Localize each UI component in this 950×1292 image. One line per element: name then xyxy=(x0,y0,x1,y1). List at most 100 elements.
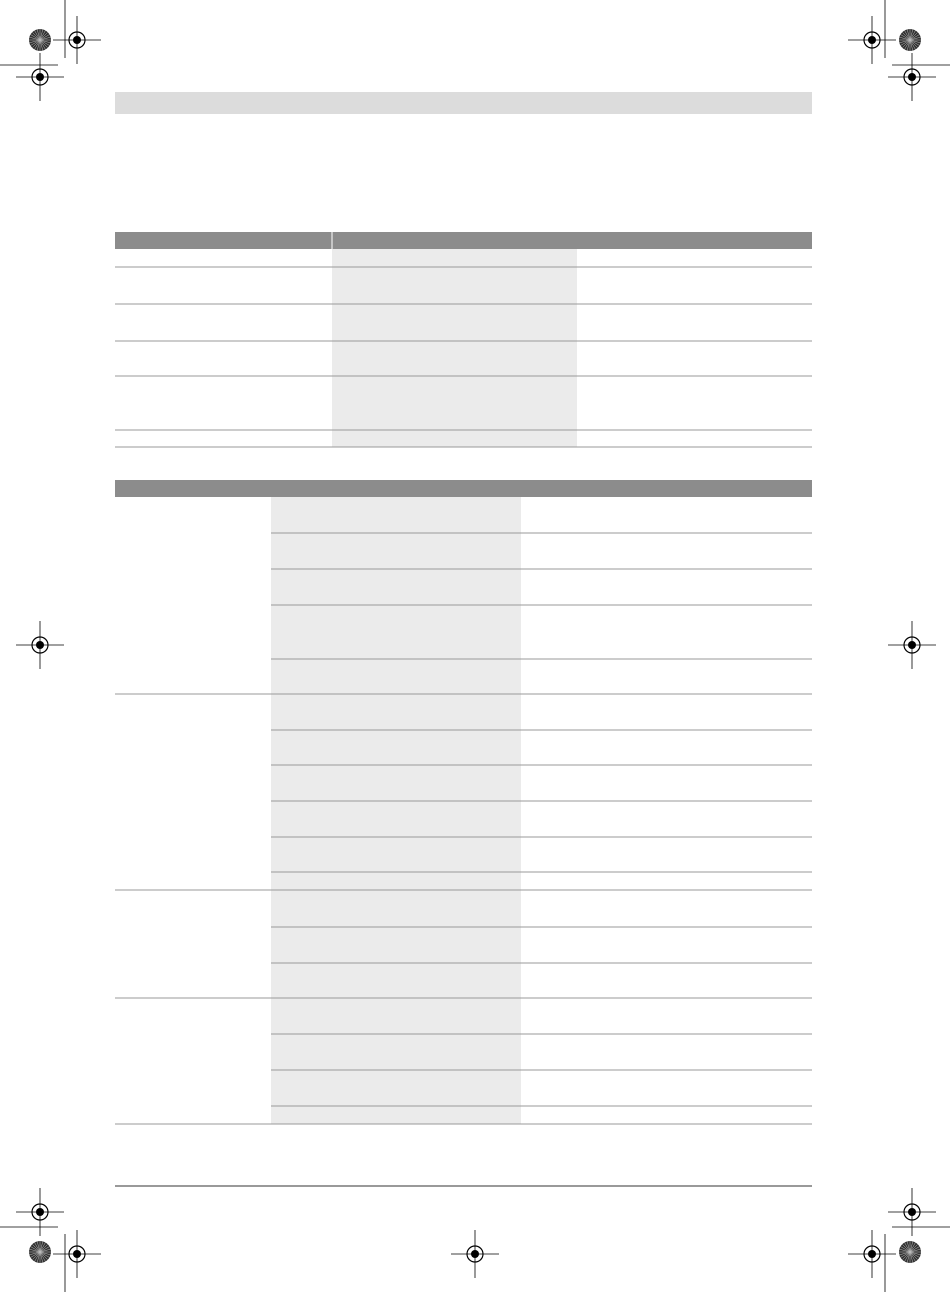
starburst-ray xyxy=(36,29,41,41)
table-column-shade xyxy=(332,249,577,447)
starburst-ray xyxy=(36,1241,41,1253)
starburst-ray xyxy=(39,1251,48,1260)
target-dot xyxy=(36,73,44,81)
header-band xyxy=(115,92,812,114)
starburst-ray xyxy=(29,1251,41,1256)
target-ring xyxy=(863,31,881,49)
target-ring xyxy=(31,68,49,86)
starburst-ray xyxy=(900,1251,911,1258)
starburst-ray xyxy=(39,34,50,41)
target-ring xyxy=(903,636,921,654)
starburst-ray xyxy=(909,1251,916,1262)
starburst-ray xyxy=(909,1251,914,1263)
starburst-ray xyxy=(39,1251,51,1256)
target-ring xyxy=(863,1245,881,1263)
starburst-ray xyxy=(34,1242,41,1253)
starburst-ray xyxy=(909,1242,916,1253)
starburst-ray xyxy=(899,39,911,44)
starburst-ray xyxy=(39,32,48,41)
starburst-ray xyxy=(902,32,911,41)
starburst-ray xyxy=(899,1251,911,1256)
starburst-ray xyxy=(39,39,50,46)
starburst-ray xyxy=(909,39,920,46)
starburst-ray xyxy=(909,39,918,48)
starburst-ray xyxy=(29,1248,41,1253)
starburst-ray xyxy=(30,1251,41,1258)
table-header xyxy=(115,232,812,249)
starburst-ray xyxy=(39,30,46,41)
starburst-ray xyxy=(902,1244,911,1253)
starburst-ray xyxy=(39,1241,44,1253)
starburst-ray xyxy=(906,1241,911,1253)
target-dot xyxy=(36,641,44,649)
starburst-ray xyxy=(30,1246,41,1253)
starburst-ray xyxy=(39,39,46,50)
table-rules xyxy=(115,266,812,1125)
target-dot xyxy=(868,36,876,44)
target-ring xyxy=(903,1203,921,1221)
target-dot xyxy=(908,73,916,81)
starburst-ray xyxy=(909,29,914,41)
starburst-ray xyxy=(906,29,911,41)
starburst-ray xyxy=(29,36,41,41)
target-dot xyxy=(471,1250,479,1258)
target-ring xyxy=(68,31,86,49)
starburst-ray xyxy=(909,30,916,41)
starburst-ray xyxy=(32,1251,41,1260)
starburst-ray xyxy=(909,1251,920,1258)
target-dot xyxy=(868,1250,876,1258)
starburst-ray xyxy=(909,32,918,41)
table-header xyxy=(115,480,812,497)
starburst-ray xyxy=(909,1244,918,1253)
starburst-ray xyxy=(30,39,41,46)
starburst-ray xyxy=(39,39,44,51)
starburst-ray xyxy=(34,39,41,50)
starburst-ray xyxy=(899,1248,911,1253)
starburst-ray xyxy=(909,39,916,50)
table-2 xyxy=(115,480,812,1124)
target-dot xyxy=(73,1250,81,1258)
starburst-ray xyxy=(39,36,51,41)
target-ring xyxy=(31,636,49,654)
starburst-ray xyxy=(39,1242,46,1253)
starburst-ray xyxy=(909,1248,921,1253)
starburst-ray xyxy=(39,1251,46,1262)
starburst-ray xyxy=(906,39,911,51)
starburst-ray xyxy=(909,36,921,41)
starburst-ray xyxy=(909,1251,921,1256)
starburst-ray xyxy=(904,39,911,50)
starburst-ray xyxy=(900,1246,911,1253)
starburst-ray xyxy=(900,39,911,46)
table-1 xyxy=(115,232,812,447)
starburst-ray xyxy=(39,39,48,48)
starburst-ray xyxy=(909,1246,920,1253)
starburst-ray xyxy=(900,34,911,41)
starburst-ray xyxy=(32,39,41,48)
target-ring xyxy=(68,1245,86,1263)
table-column-shade xyxy=(271,497,521,1124)
starburst-ray xyxy=(906,1251,911,1263)
target-ring xyxy=(903,68,921,86)
starburst-ray xyxy=(909,39,914,51)
starburst-ray xyxy=(30,34,41,41)
target-dot xyxy=(73,36,81,44)
starburst-ray xyxy=(39,1246,50,1253)
starburst-ray xyxy=(29,39,41,44)
starburst-ray xyxy=(899,36,911,41)
target-ring xyxy=(466,1245,484,1263)
starburst-ray xyxy=(909,1241,914,1253)
starburst-ray xyxy=(34,1251,41,1262)
starburst-ray xyxy=(39,29,44,41)
target-ring xyxy=(31,1203,49,1221)
starburst-ray xyxy=(902,1251,911,1260)
starburst-ray xyxy=(36,1251,41,1263)
starburst-ray xyxy=(39,39,51,44)
target-dot xyxy=(36,1208,44,1216)
starburst-ray xyxy=(909,39,921,44)
starburst-ray xyxy=(39,1251,44,1263)
starburst-ray xyxy=(36,39,41,51)
starburst-ray xyxy=(904,30,911,41)
